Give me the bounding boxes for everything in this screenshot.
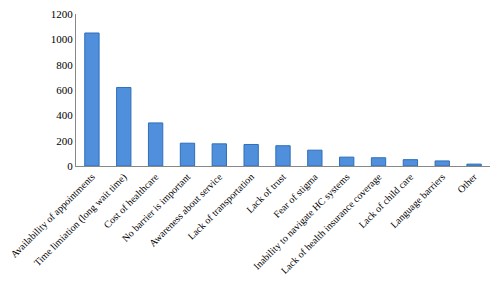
svg-text:Lack of child care: Lack of child care xyxy=(356,171,415,230)
svg-text:Availability of appointments: Availability of appointments xyxy=(8,171,97,260)
svg-text:Other: Other xyxy=(455,171,479,195)
svg-text:800: 800 xyxy=(56,59,73,71)
svg-text:Fear of stigma: Fear of stigma xyxy=(271,171,320,220)
svg-text:400: 400 xyxy=(56,109,73,121)
svg-text:0: 0 xyxy=(67,160,73,172)
svg-text:Language barriers: Language barriers xyxy=(388,171,447,230)
svg-text:No barrier is important: No barrier is important xyxy=(120,171,193,244)
svg-text:1200: 1200 xyxy=(51,8,74,20)
svg-text:200: 200 xyxy=(56,135,73,147)
svg-text:Lack of health insurance cover: Lack of health insurance coverage xyxy=(279,171,384,276)
svg-text:Lack of trust: Lack of trust xyxy=(244,171,288,215)
svg-text:1000: 1000 xyxy=(51,33,74,45)
svg-text:Time limiation (long wait time: Time limiation (long wait time) xyxy=(32,171,130,269)
svg-text:Lack of transportation: Lack of transportation xyxy=(185,171,256,242)
svg-text:600: 600 xyxy=(56,84,73,96)
svg-text:Cost of healthcare: Cost of healthcare xyxy=(101,171,161,231)
svg-text:Awareness about service: Awareness about service xyxy=(147,171,225,249)
svg-text:Inability to navigate HC syste: Inability to navigate HC systems xyxy=(251,171,352,272)
